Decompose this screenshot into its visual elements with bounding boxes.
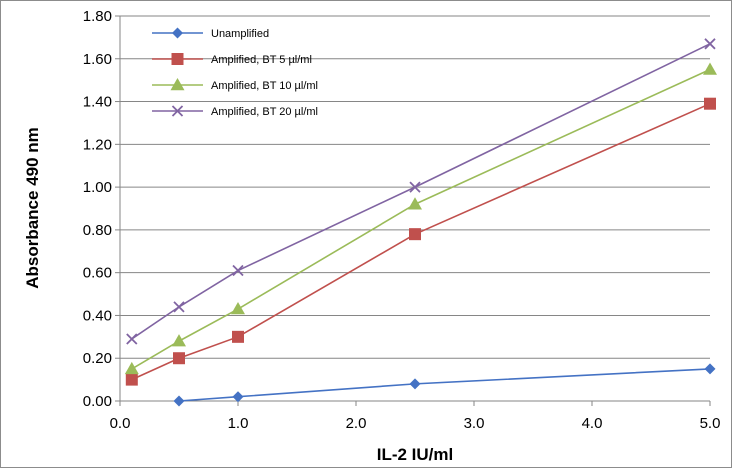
data-point-stroke (173, 301, 185, 313)
data-point (173, 352, 185, 365)
data-point (409, 181, 421, 193)
data-point (173, 395, 185, 407)
series-diamond (173, 363, 716, 407)
data-point-stroke (704, 38, 716, 50)
y-tick-labels: 0.00 0.20 0.40 0.60 0.80 1.00 1.20 1.40 1.60 1.80 (83, 8, 120, 410)
legend-label: Unamplified (211, 28, 269, 40)
series-x (126, 38, 716, 345)
y-tick-label: 1.20 (83, 136, 112, 153)
y-tick-label: 1.60 (83, 51, 112, 68)
x-tick-label: 4.0 (582, 415, 603, 432)
x-tick-label: 3.0 (464, 415, 485, 432)
data-point (232, 391, 244, 403)
legend-entry: Amplified, BT 5 µl/ml (152, 53, 312, 66)
axes (119, 16, 710, 402)
legend-label: Amplified, BT 5 µl/ml (211, 54, 312, 66)
data-point (704, 363, 716, 375)
series-line (131, 102, 711, 381)
data-point-stroke (126, 333, 138, 345)
data-point-stroke (232, 264, 244, 277)
legend-entry: Amplified, BT 20 µl/ml (152, 105, 318, 118)
x-axis-label: IL-2 IU/ml (377, 445, 454, 464)
y-tick-label: 0.00 (83, 393, 112, 410)
data-point (704, 97, 716, 110)
y-tick-label: 1.40 (83, 94, 112, 111)
x-tick-label: 2.0 (346, 415, 367, 432)
series-square (125, 97, 716, 386)
grid-lines (120, 15, 710, 359)
y-tick-label: 0.80 (83, 222, 112, 239)
data-point (125, 373, 138, 386)
data-point (232, 264, 244, 277)
series-triangle (124, 62, 717, 375)
data-point (408, 197, 422, 210)
x-tick-label: 1.0 (228, 415, 249, 432)
data-point (171, 53, 184, 65)
x-tick-label: 0.0 (110, 415, 131, 432)
series-group (124, 38, 717, 407)
data-point (409, 378, 421, 390)
x-tick-label: 5.0 (700, 415, 721, 432)
data-point (703, 62, 717, 75)
data-point (231, 302, 245, 315)
data-point (124, 361, 139, 375)
x-tick-labels: 0.0 1.0 2.0 3.0 4.0 5.0 (110, 401, 721, 432)
data-point (172, 334, 186, 347)
series-line (178, 368, 711, 402)
y-tick-label: 1.00 (83, 179, 112, 196)
data-point (409, 228, 421, 241)
y-tick-label: 1.80 (83, 8, 112, 25)
y-tick-label: 0.20 (83, 350, 112, 367)
data-point (170, 78, 185, 91)
legend-entry: Unamplified (152, 27, 269, 40)
data-point (173, 301, 185, 313)
y-tick-label: 0.60 (83, 265, 112, 282)
legend-entry: Amplified, BT 10 µl/ml (152, 78, 318, 92)
data-point (171, 105, 184, 117)
legend-label: Amplified, BT 10 µl/ml (211, 80, 318, 92)
data-point-stroke (171, 105, 184, 117)
data-point (232, 330, 244, 343)
y-axis-label: Absorbance 490 nm (23, 127, 42, 289)
legend: Unamplified Amplified, BT 5 µl/ml Amplifie… (152, 27, 318, 118)
data-point (172, 27, 183, 39)
data-point-stroke (409, 181, 421, 193)
data-point (126, 333, 138, 345)
legend-label: Amplified, BT 20 µl/ml (211, 106, 318, 118)
y-tick-label: 0.40 (83, 307, 112, 324)
data-point (704, 38, 716, 50)
